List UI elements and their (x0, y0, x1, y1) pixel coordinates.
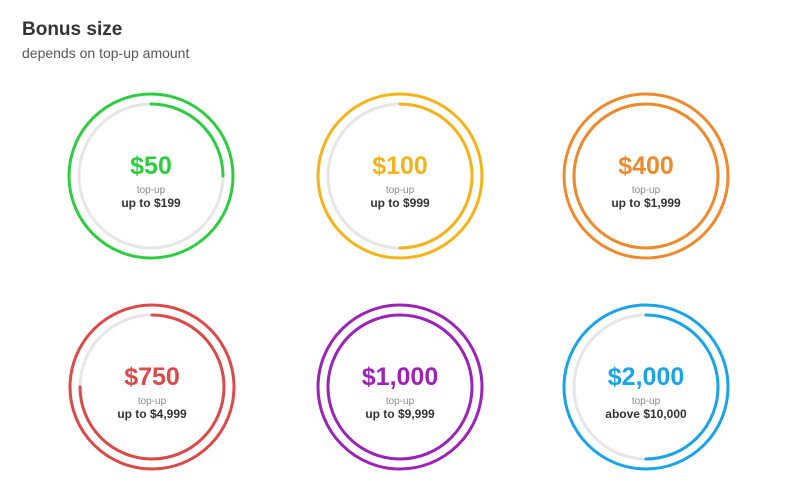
outer-ring (562, 92, 730, 260)
bonus-ring (562, 92, 730, 260)
bonus-amount: $400 (618, 152, 674, 180)
outer-ring (562, 303, 730, 471)
progress-arc (326, 313, 474, 461)
header: Bonus size depends on top-up amount (22, 18, 189, 63)
outer-ring (316, 92, 484, 260)
topup-label: top-up (385, 185, 415, 196)
progress-arc (326, 102, 474, 250)
bonus-ring (562, 303, 730, 471)
outer-ring (67, 92, 235, 260)
bonus-ring (316, 92, 484, 260)
topup-range: up to $4,999 (117, 407, 187, 421)
bonus-tier-card: $2,000 top-up above $10,000 (561, 302, 731, 472)
bonus-amount: $750 (124, 363, 180, 391)
page-title: Bonus size (22, 19, 123, 40)
bonus-tier-card: $750 top-up up to $4,999 (67, 302, 237, 472)
bonus-amount: $100 (372, 152, 428, 180)
progress-arc (572, 102, 720, 250)
bonus-tier-card: $100 top-up up to $999 (315, 91, 485, 261)
topup-range: above $10,000 (605, 407, 687, 421)
progress-arc (572, 313, 720, 461)
outer-ring (68, 303, 236, 471)
page-subtitle: depends on top-up amount (22, 45, 190, 61)
topup-label: top-up (631, 185, 661, 196)
progress-arc (77, 102, 225, 250)
bonus-ring (316, 303, 484, 471)
bonus-tier-card: $50 top-up up to $199 (66, 91, 236, 261)
bonus-ring (67, 92, 235, 260)
topup-range: up to $9,999 (365, 407, 435, 421)
topup-label: top-up (137, 396, 167, 407)
topup-label: top-up (136, 185, 166, 196)
bonus-amount: $50 (130, 152, 172, 180)
topup-range: up to $1,999 (611, 196, 681, 210)
topup-label: top-up (385, 396, 415, 407)
bonus-amount: $2,000 (607, 363, 685, 391)
topup-range: up to $199 (121, 196, 181, 210)
outer-ring (316, 303, 484, 471)
progress-arc (78, 313, 226, 461)
topup-range: up to $999 (370, 196, 430, 210)
topup-label: top-up (631, 396, 661, 407)
bonus-tier-card: $400 top-up up to $1,999 (561, 91, 731, 261)
bonus-tier-card: $1,000 top-up up to $9,999 (315, 302, 485, 472)
bonus-amount: $1,000 (361, 363, 439, 391)
bonus-ring (68, 303, 236, 471)
